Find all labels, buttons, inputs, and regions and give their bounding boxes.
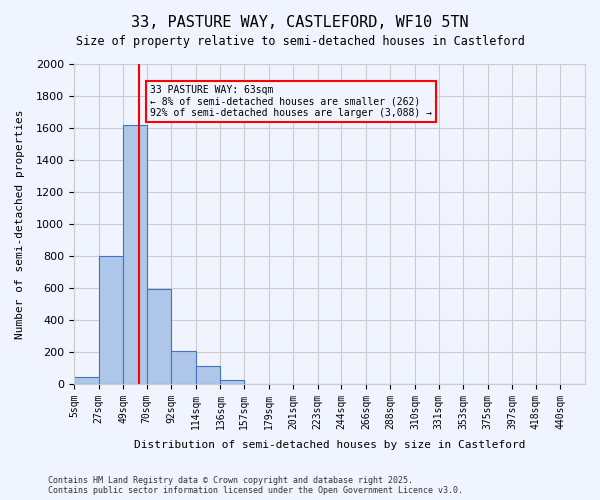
Bar — [171, 351, 196, 384]
Y-axis label: Number of semi-detached properties: Number of semi-detached properties — [15, 109, 25, 338]
X-axis label: Distribution of semi-detached houses by size in Castleford: Distribution of semi-detached houses by … — [134, 440, 525, 450]
Text: Size of property relative to semi-detached houses in Castleford: Size of property relative to semi-detach… — [76, 35, 524, 48]
Bar — [74, 376, 98, 384]
Text: 33 PASTURE WAY: 63sqm
← 8% of semi-detached houses are smaller (262)
92% of semi: 33 PASTURE WAY: 63sqm ← 8% of semi-detac… — [150, 85, 432, 118]
Bar — [123, 125, 146, 384]
Text: Contains HM Land Registry data © Crown copyright and database right 2025.
Contai: Contains HM Land Registry data © Crown c… — [48, 476, 463, 495]
Bar — [98, 256, 123, 384]
Bar — [220, 380, 244, 384]
Text: 33, PASTURE WAY, CASTLEFORD, WF10 5TN: 33, PASTURE WAY, CASTLEFORD, WF10 5TN — [131, 15, 469, 30]
Bar — [196, 366, 220, 384]
Bar — [146, 288, 171, 384]
